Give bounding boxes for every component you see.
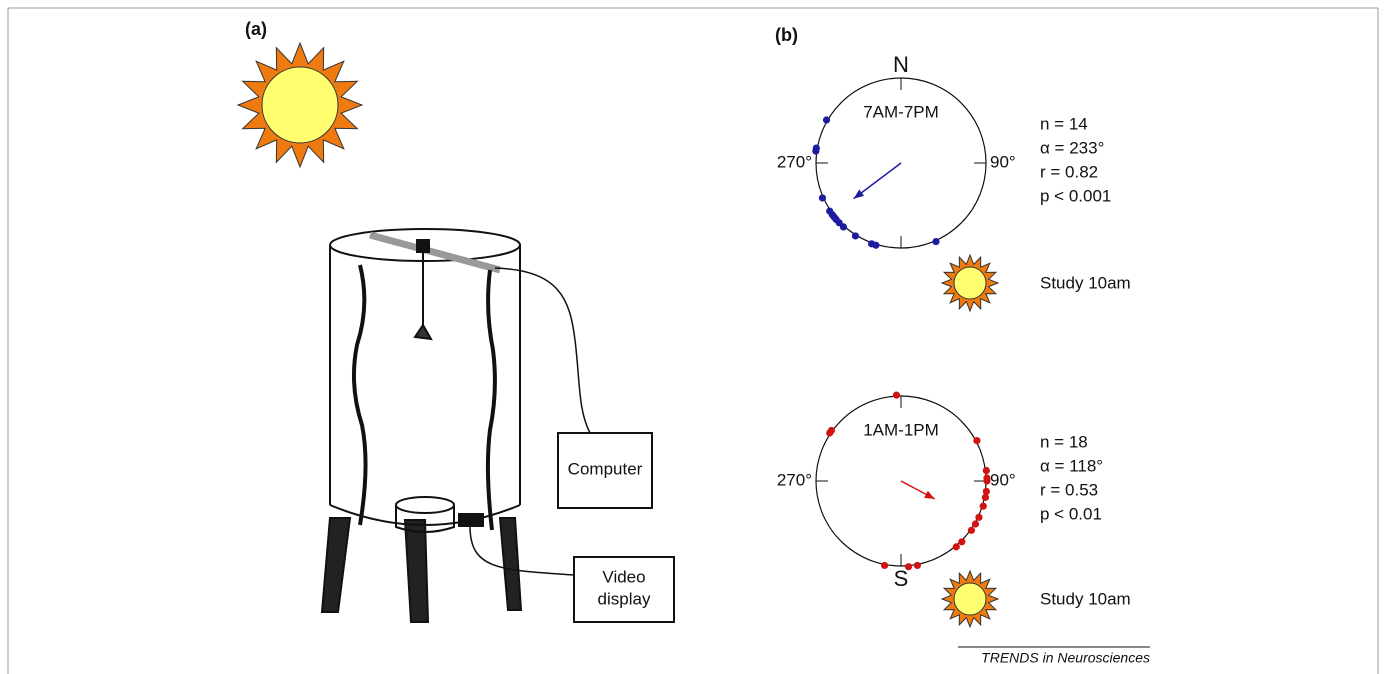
- stat-line: n = 18: [1040, 432, 1088, 451]
- stat-line: n = 14: [1040, 114, 1088, 133]
- panel-label: (a): [245, 19, 267, 39]
- data-point: [972, 520, 979, 527]
- stat-line: α = 118°: [1040, 456, 1103, 475]
- data-point: [905, 563, 912, 570]
- sun: [238, 43, 362, 167]
- data-point: [983, 477, 990, 484]
- data-point: [881, 562, 888, 569]
- angle-label: 90°: [990, 470, 1016, 489]
- footer: TRENDS in Neurosciences: [981, 650, 1150, 666]
- stat-line: p < 0.01: [1040, 504, 1102, 523]
- box-label: Computer: [568, 459, 643, 478]
- data-point: [973, 437, 980, 444]
- data-point: [914, 562, 921, 569]
- data-point: [812, 147, 819, 154]
- data-point: [932, 238, 939, 245]
- direction-label: N: [893, 52, 909, 77]
- data-point: [968, 527, 975, 534]
- data-point: [983, 467, 990, 474]
- sun-disk: [262, 67, 338, 143]
- data-point: [819, 194, 826, 201]
- data-point: [980, 503, 987, 510]
- sun-disk: [954, 583, 986, 615]
- angle-label: 270°: [777, 470, 812, 489]
- data-point: [958, 538, 965, 545]
- data-point: [893, 392, 900, 399]
- stat-line: r = 0.53: [1040, 480, 1098, 499]
- data-point: [982, 494, 989, 501]
- arrow-head: [854, 189, 864, 198]
- box-label: display: [598, 589, 651, 608]
- data-point: [975, 514, 982, 521]
- stat-line: p < 0.001: [1040, 186, 1111, 205]
- sun-label: Study 10am: [1040, 273, 1131, 292]
- sun-label: Study 10am: [1040, 589, 1131, 608]
- apparatus: [322, 229, 674, 622]
- data-point: [872, 242, 879, 249]
- sun: [942, 255, 998, 311]
- data-point: [852, 232, 859, 239]
- period-label: 1AM-1PM: [863, 420, 939, 439]
- data-point: [823, 116, 830, 123]
- sun: [942, 571, 998, 627]
- period-label: 7AM-7PM: [863, 102, 939, 121]
- stat-line: r = 0.82: [1040, 162, 1098, 181]
- data-point: [826, 429, 833, 436]
- figure: (a) (b) Computer Video display TRENDS in…: [0, 0, 1386, 674]
- stat-line: α = 233°: [1040, 138, 1104, 157]
- angle-label: 270°: [777, 152, 812, 171]
- data-point: [840, 223, 847, 230]
- panel-label: (b): [775, 25, 798, 45]
- data-point: [953, 543, 960, 550]
- sun-disk: [954, 267, 986, 299]
- direction-label: S: [894, 566, 909, 591]
- angle-label: 90°: [990, 152, 1016, 171]
- box-label: Video: [602, 567, 645, 586]
- arrow-head: [924, 491, 935, 499]
